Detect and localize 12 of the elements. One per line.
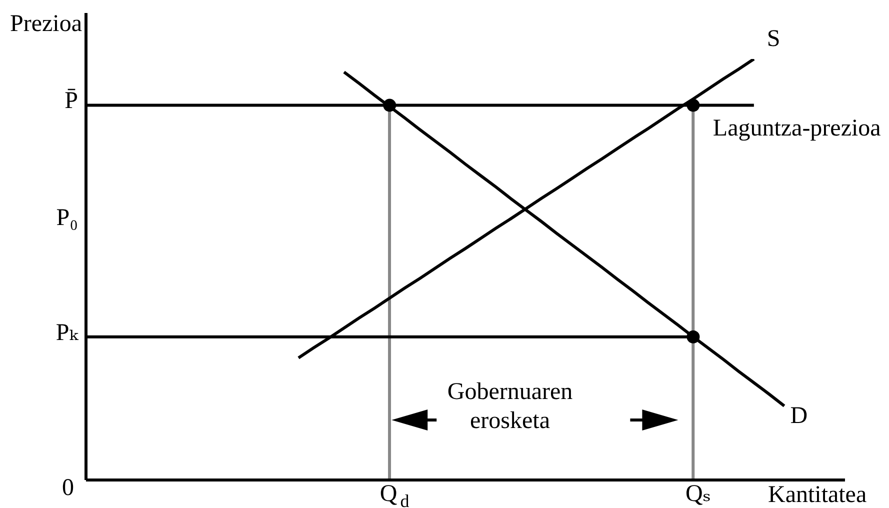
series-label: D	[790, 402, 808, 429]
x-tick-label: Qₛ	[685, 481, 711, 507]
y-axis-title: Prezioa	[10, 10, 82, 38]
text: P₀	[56, 205, 78, 231]
text: P̄	[64, 88, 78, 114]
series-label: S	[766, 26, 780, 52]
x-tick-label: Q$_{d}$	[380, 481, 410, 508]
annotation: Gobernuaren erosketa	[446, 378, 574, 436]
text: Pₖ	[56, 320, 80, 346]
text: 0	[62, 475, 74, 501]
x-axis-title: Kantitatea	[768, 482, 867, 508]
series-label: Laguntza-prezioa	[712, 115, 882, 142]
